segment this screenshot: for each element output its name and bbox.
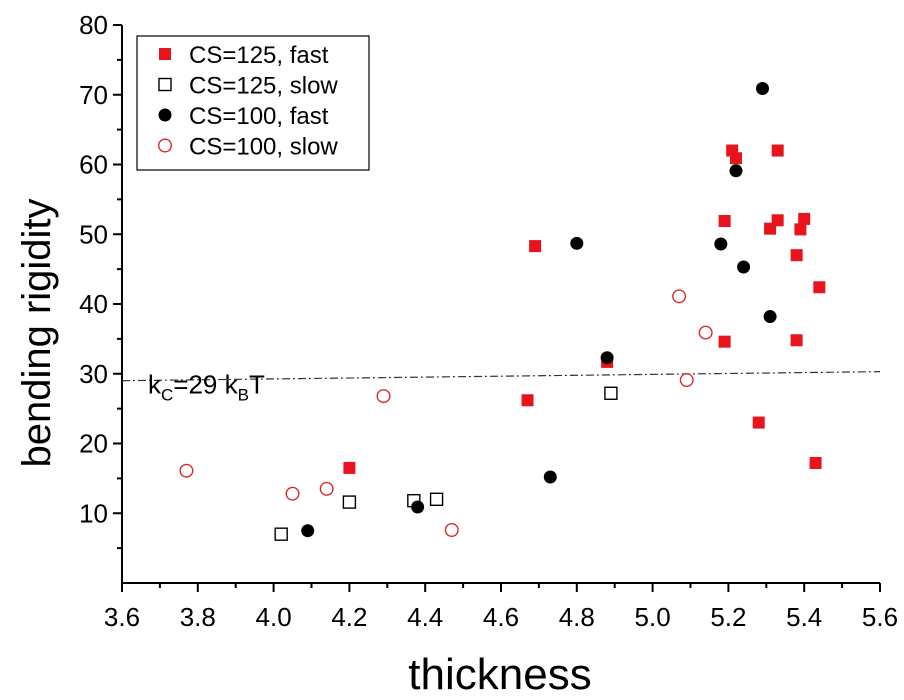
x-tick-label: 5.0 [635,602,671,632]
data-point [600,351,614,365]
x-tick-label: 3.6 [104,602,140,632]
y-tick-label: 50 [79,219,108,249]
data-point [679,373,694,388]
y-tick-label: 60 [79,150,108,180]
x-tick-label: 5.6 [862,602,898,632]
reference-line-label: kC=29 kBT [148,370,265,405]
y-axis-title: bending rigidity [15,198,59,467]
y-tick-label: 30 [79,359,108,389]
legend-item: CS=125, slow [158,73,338,100]
reference-label-main: k [148,370,162,400]
data-point [319,481,334,496]
series-3 [301,81,777,538]
legend-item: CS=125, fast [159,42,329,69]
data-point [342,495,357,509]
data-point [718,214,731,227]
reference-label-main-sub: C [161,386,173,405]
legend-label: CS=100, fast [189,103,329,130]
legend-item: CS=100, fast [158,103,329,130]
legend-marker [159,48,171,60]
x-tick-label: 5.4 [786,602,822,632]
y-tick-label: 10 [79,498,108,528]
data-point [604,386,618,400]
x-tick-label: 4.0 [256,602,292,632]
legend-label: CS=125, fast [189,42,329,69]
data-point [790,334,803,347]
reference-line-group: kC=29 kBT [121,370,881,405]
legend-box [136,35,370,171]
reference-label-middle: =29 k [173,370,238,400]
data-points [179,81,826,541]
legend-marker [158,77,172,92]
series-1 [343,144,826,474]
data-point [718,335,731,348]
x-axis-title: thickness [408,650,591,695]
series-4 [179,289,713,537]
data-point [444,522,459,537]
data-point [729,152,742,165]
data-point [763,310,777,324]
x-tick-label: 3.8 [180,602,216,632]
data-point [798,212,811,225]
reference-label-middle-sub: B [238,386,249,405]
data-point [285,486,300,501]
data-point [529,240,542,253]
data-point [714,237,728,251]
data-point [809,457,822,470]
data-point [794,223,807,236]
legend-label: CS=100, slow [189,134,338,161]
data-point [729,164,743,178]
data-point [672,289,687,304]
data-point [429,492,444,506]
data-point [376,389,391,404]
data-point [752,416,765,429]
data-point [274,527,288,541]
data-point [790,249,803,262]
data-point [698,325,713,340]
reference-label-end: T [249,370,265,400]
data-point [570,236,584,250]
data-point [543,470,557,484]
legend-marker [157,138,172,153]
legend-marker [158,108,172,122]
data-point [179,463,194,478]
axes: 3.6 3.8 4.0 4.2 4.4 4.6 4.8 5.0 5.2 5.4 5.6 10 20 30 4… [79,10,898,632]
data-point [813,281,826,294]
reference-line [121,371,881,382]
y-tick-label: 80 [79,10,108,40]
data-point [521,394,534,407]
data-point [756,81,770,95]
series-2 [274,386,618,541]
data-point [771,214,784,227]
x-tick-label: 4.4 [407,602,443,632]
data-point [343,461,356,474]
data-point [771,144,784,157]
legend-label: CS=125, slow [189,73,338,100]
data-point [737,260,751,274]
x-tick-label: 4.6 [483,602,519,632]
y-tick-label: 40 [79,289,108,319]
y-tick-label: 70 [79,80,108,110]
x-tick-label: 4.8 [559,602,595,632]
y-tick-label: 20 [79,429,108,459]
x-tick-label: 4.2 [331,602,367,632]
legend-item: CS=100, slow [157,134,338,161]
x-tick-label: 5.2 [710,602,746,632]
legend: CS=125, fast CS=125, slow CS=100, fast CS=1… [136,35,370,171]
data-point [411,500,425,514]
data-point [301,524,315,538]
